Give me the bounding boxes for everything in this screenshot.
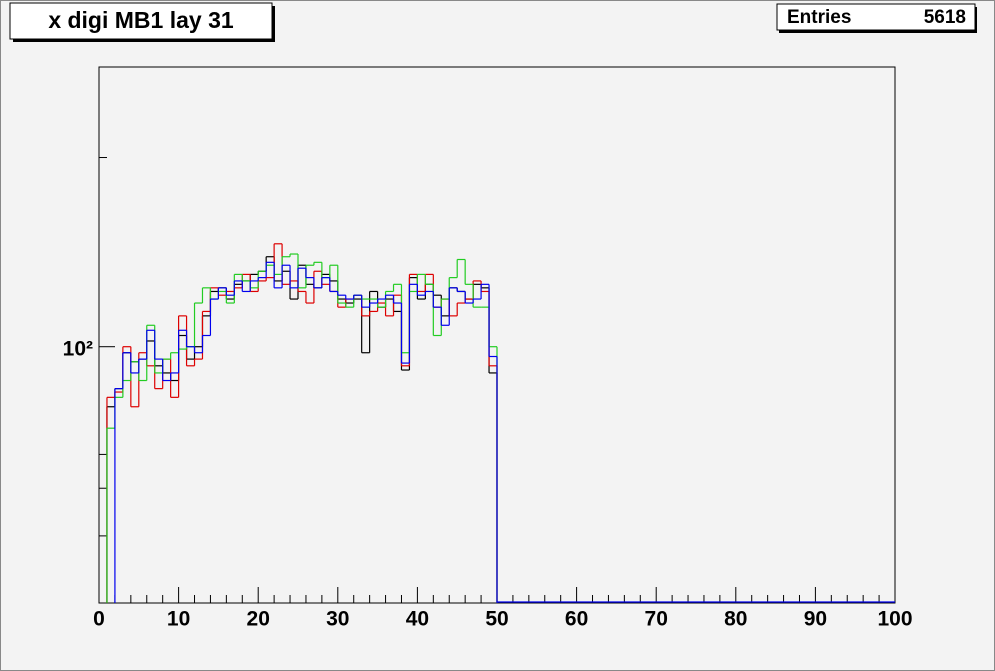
stats-value: 5618 <box>924 7 966 28</box>
title-box <box>9 2 273 40</box>
chart-title: x digi MB1 lay 31 <box>48 7 234 33</box>
x-tick-label: 100 <box>877 608 912 631</box>
x-tick-label: 10 <box>167 608 190 631</box>
x-tick-label: 80 <box>724 608 747 631</box>
stats-box <box>776 3 976 31</box>
stats-label: Entries <box>787 7 851 28</box>
x-tick-label: 0 <box>93 608 105 631</box>
x-tick-label: 50 <box>485 608 508 631</box>
x-tick-label: 60 <box>565 608 588 631</box>
y-tick-label: 10² <box>63 337 93 360</box>
x-tick-label: 70 <box>645 608 668 631</box>
x-tick-label: 30 <box>326 608 349 631</box>
x-tick-label: 20 <box>247 608 270 631</box>
x-tick-label: 40 <box>406 608 429 631</box>
x-tick-label: 90 <box>804 608 827 631</box>
